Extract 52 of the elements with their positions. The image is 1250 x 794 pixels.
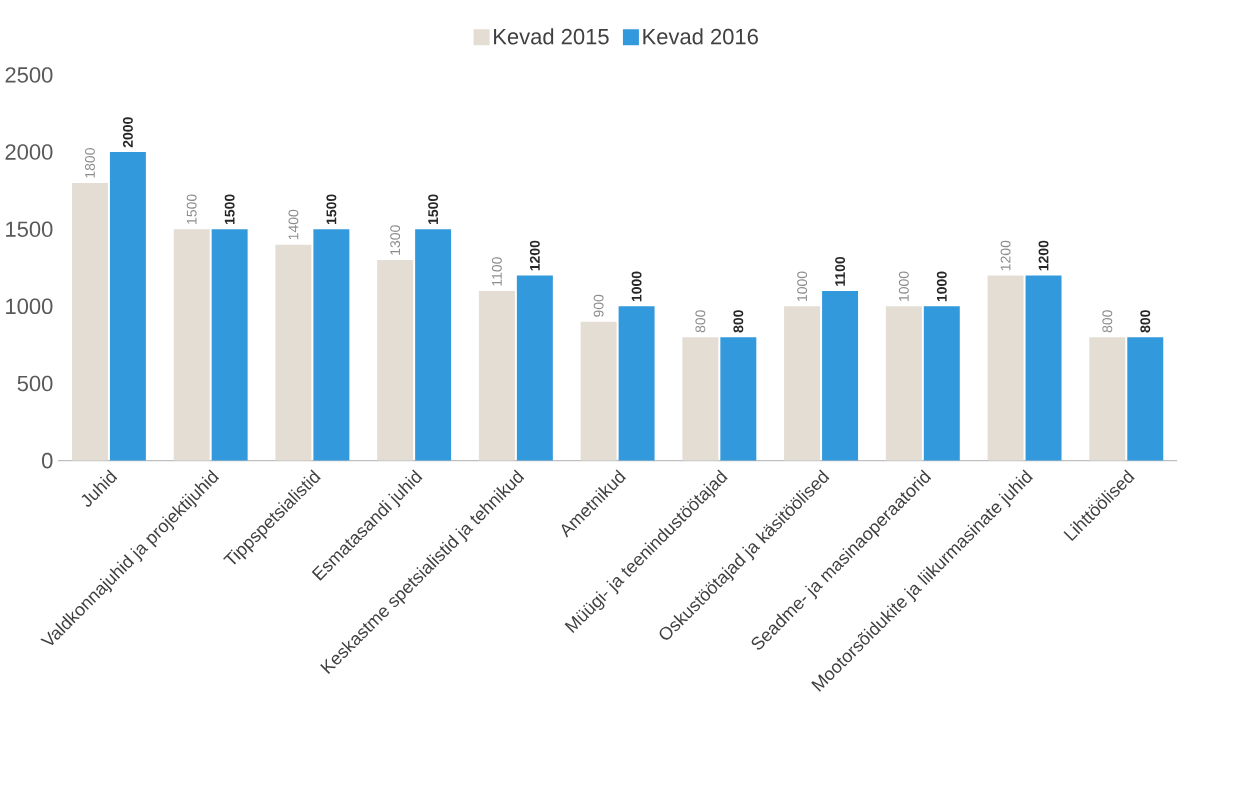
y-tick-label: 1000: [6, 298, 53, 314]
data-label: 1200: [1038, 240, 1049, 271]
bar: [1089, 337, 1126, 461]
legend-label: Kevad 2016: [643, 28, 758, 45]
legend-label: Kevad 2015: [494, 28, 609, 45]
data-label: 1000: [936, 271, 947, 302]
data-label: 800: [1140, 310, 1151, 333]
bar: [923, 306, 960, 461]
bar: [275, 244, 312, 461]
bar: [1025, 275, 1062, 461]
bar: [516, 275, 553, 461]
data-label: 1100: [835, 256, 846, 286]
bar: [173, 229, 210, 461]
data-label: 1000: [631, 271, 642, 302]
bar: [478, 290, 515, 461]
y-tick-label: 0: [41, 452, 53, 469]
bar: [720, 337, 757, 461]
data-label: 1500: [224, 194, 235, 224]
data-label: 1300: [390, 225, 401, 255]
bar: [618, 306, 655, 461]
y-tick-label: 2000: [5, 144, 53, 160]
bar: [377, 259, 414, 461]
bar: [211, 229, 248, 461]
data-label: 1500: [186, 194, 197, 224]
bar: [313, 229, 350, 461]
bar: [109, 151, 146, 461]
bar: [987, 275, 1024, 461]
data-label: 900: [593, 294, 604, 317]
y-tick-label: 500: [17, 375, 53, 392]
data-label: 1200: [529, 240, 540, 271]
data-label: 800: [695, 309, 706, 333]
data-label: 1000: [898, 271, 909, 301]
data-label: 1100: [491, 256, 502, 286]
bar: [784, 306, 821, 461]
data-label: 800: [733, 310, 744, 333]
data-label: 800: [1102, 309, 1113, 333]
data-label: 2000: [122, 117, 133, 148]
y-tick-label: 2500: [5, 66, 53, 83]
data-label: 1400: [288, 209, 299, 240]
y-tick-label: 1500: [6, 221, 53, 237]
bar: [71, 182, 108, 461]
bar: [1127, 337, 1164, 461]
bar: [822, 290, 859, 461]
data-label: 1000: [797, 271, 808, 301]
data-label: 1500: [428, 194, 439, 224]
bar: [682, 337, 719, 461]
bar: [580, 321, 617, 461]
bar: [415, 229, 452, 461]
data-label: 1500: [326, 194, 337, 224]
data-label: 1800: [85, 147, 95, 178]
bar: [885, 306, 922, 461]
data-label: 1200: [1000, 240, 1011, 270]
